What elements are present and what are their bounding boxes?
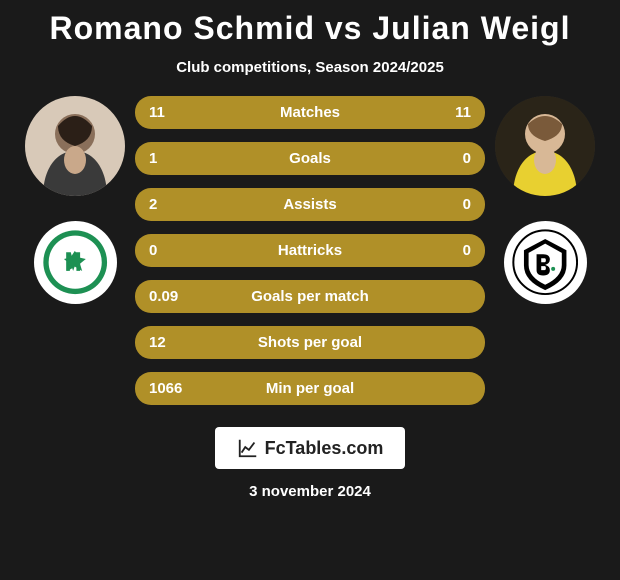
stat-left-value: 2 [149, 196, 157, 213]
stat-left-value: 12 [149, 334, 166, 351]
avatar-placeholder-icon [495, 96, 595, 196]
stat-label: Hattricks [135, 242, 485, 259]
stat-label: Goals [135, 150, 485, 167]
stat-label: Goals per match [135, 288, 485, 305]
comparison-card: Romano Schmid vs Julian Weigl Club compe… [0, 0, 620, 580]
stat-label: Min per goal [135, 380, 485, 397]
stat-row: 11 Matches 11 [135, 96, 485, 129]
stat-left-value: 0.09 [149, 288, 178, 305]
stat-left-value: 1 [149, 150, 157, 167]
right-column [495, 96, 595, 304]
stat-label: Matches [135, 104, 485, 121]
stat-row: 0 Hattricks 0 [135, 234, 485, 267]
subtitle: Club competitions, Season 2024/2025 [176, 59, 444, 76]
player-avatar-left [25, 96, 125, 196]
club-badge-right [504, 221, 587, 304]
stat-row: 2 Assists 0 [135, 188, 485, 221]
page-title: Romano Schmid vs Julian Weigl [50, 10, 571, 47]
stat-row: 12 Shots per goal [135, 326, 485, 359]
stat-row: 0.09 Goals per match [135, 280, 485, 313]
stat-row: 1 Goals 0 [135, 142, 485, 175]
stat-left-value: 11 [149, 104, 165, 121]
gladbach-icon [512, 229, 578, 295]
avatar-placeholder-icon [25, 96, 125, 196]
chart-icon [237, 437, 259, 459]
stat-right-value: 0 [463, 242, 471, 259]
werder-bremen-icon [42, 229, 108, 295]
stats-list: 11 Matches 11 1 Goals 0 2 Assists 0 0 Ha… [135, 96, 485, 405]
left-column [25, 96, 125, 304]
player-avatar-right [495, 96, 595, 196]
club-badge-left [34, 221, 117, 304]
stat-right-value: 0 [463, 150, 471, 167]
stat-label: Assists [135, 196, 485, 213]
stat-label: Shots per goal [135, 334, 485, 351]
brand-badge[interactable]: FcTables.com [215, 427, 406, 469]
stat-left-value: 1066 [149, 380, 182, 397]
brand-label: FcTables.com [265, 438, 384, 459]
stat-left-value: 0 [149, 242, 157, 259]
stat-right-value: 0 [463, 196, 471, 213]
stat-right-value: 11 [455, 104, 471, 121]
comparison-body: 11 Matches 11 1 Goals 0 2 Assists 0 0 Ha… [0, 96, 620, 405]
stat-row: 1066 Min per goal [135, 372, 485, 405]
date-label: 3 november 2024 [249, 483, 371, 500]
